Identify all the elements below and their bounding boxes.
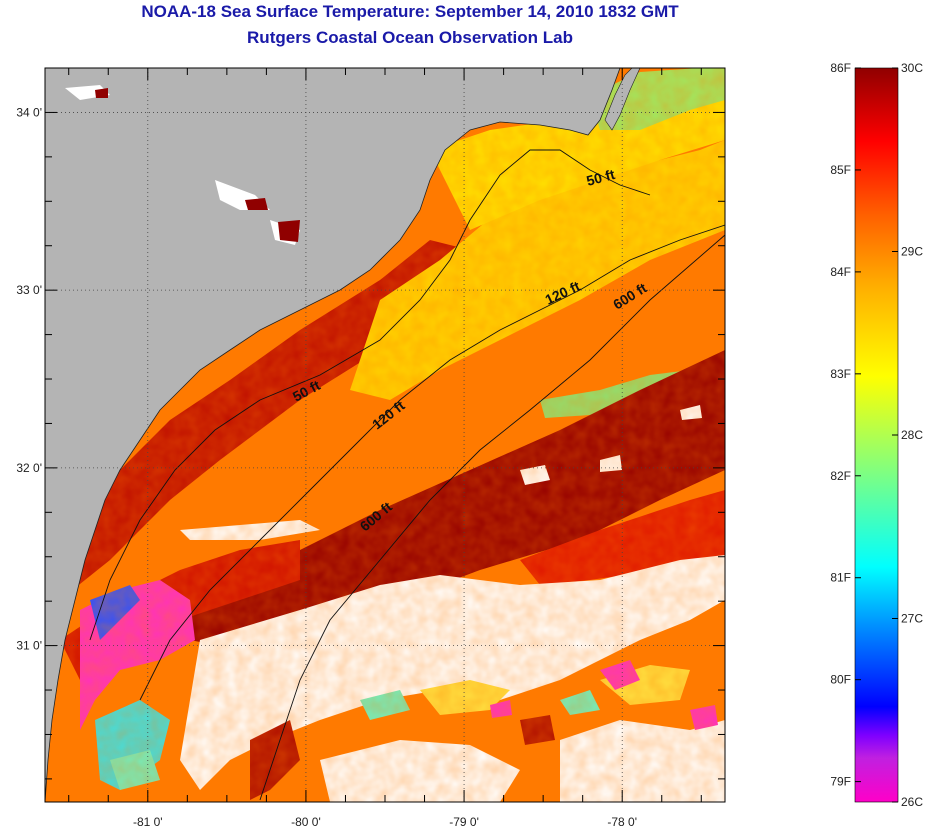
colorbar-ticks — [855, 67, 898, 803]
contour-600ft — [259, 234, 725, 801]
axis-tick-labels: -81 0' -80 0' -79 0' -78 0' 34 0' 33 0' 32 0' 3… — [16, 105, 637, 829]
colorbar-fahrenheit-label: 83F — [830, 367, 851, 381]
inland-lakes-warm — [95, 88, 300, 242]
colorbar-celsius-label: 29C — [901, 245, 923, 259]
lon-tick-label: -80 0' — [291, 815, 321, 829]
colorbar-celsius-label: 30C — [901, 61, 923, 75]
graticule — [45, 68, 725, 802]
lat-tick-label: 33 0' — [16, 283, 42, 297]
colorbar-fahrenheit-label: 80F — [830, 673, 851, 687]
colorbar-celsius-label: 26C — [901, 795, 923, 809]
lat-tick-label: 31 0' — [16, 639, 42, 653]
colorbar — [854, 67, 899, 803]
colorbar-fahrenheit-label: 86F — [830, 61, 851, 75]
map-subtitle: Rutgers Coastal Ocean Observation Lab — [247, 28, 573, 47]
colorbar-celsius-label: 27C — [901, 612, 923, 626]
inland-clouds — [65, 85, 300, 245]
lon-tick-label: -79 0' — [449, 815, 479, 829]
lat-tick-label: 34 0' — [16, 105, 42, 119]
colorbar-fahrenheit-label: 79F — [830, 775, 851, 789]
lon-tick-label: -78 0' — [607, 815, 637, 829]
colorbar-fahrenheit-label: 81F — [830, 571, 851, 585]
colorbar-fahrenheit-label: 84F — [830, 265, 851, 279]
contour-50ft — [89, 149, 651, 641]
colorbar-celsius-label: 28C — [901, 428, 923, 442]
land-mass — [45, 68, 621, 802]
map-frame — [44, 67, 726, 803]
colorbar-fahrenheit-label: 85F — [830, 163, 851, 177]
colorbar-fahrenheit-label: 82F — [830, 469, 851, 483]
lat-tick-label: 32 0' — [16, 461, 42, 475]
colorbar-labels: 30C 29C 28C 27C 26C 86F 85F 84F 83F 82F 81F 80F 79F — [830, 61, 923, 809]
lon-tick-label: -81 0' — [133, 815, 163, 829]
contour-120ft — [139, 224, 725, 701]
contour-label-50ft-north: 50 ft — [585, 166, 617, 189]
map-title: NOAA-18 Sea Surface Temperature: Septemb… — [141, 2, 679, 21]
axis-ticks — [45, 67, 725, 802]
land-outer-banks — [604, 68, 641, 131]
